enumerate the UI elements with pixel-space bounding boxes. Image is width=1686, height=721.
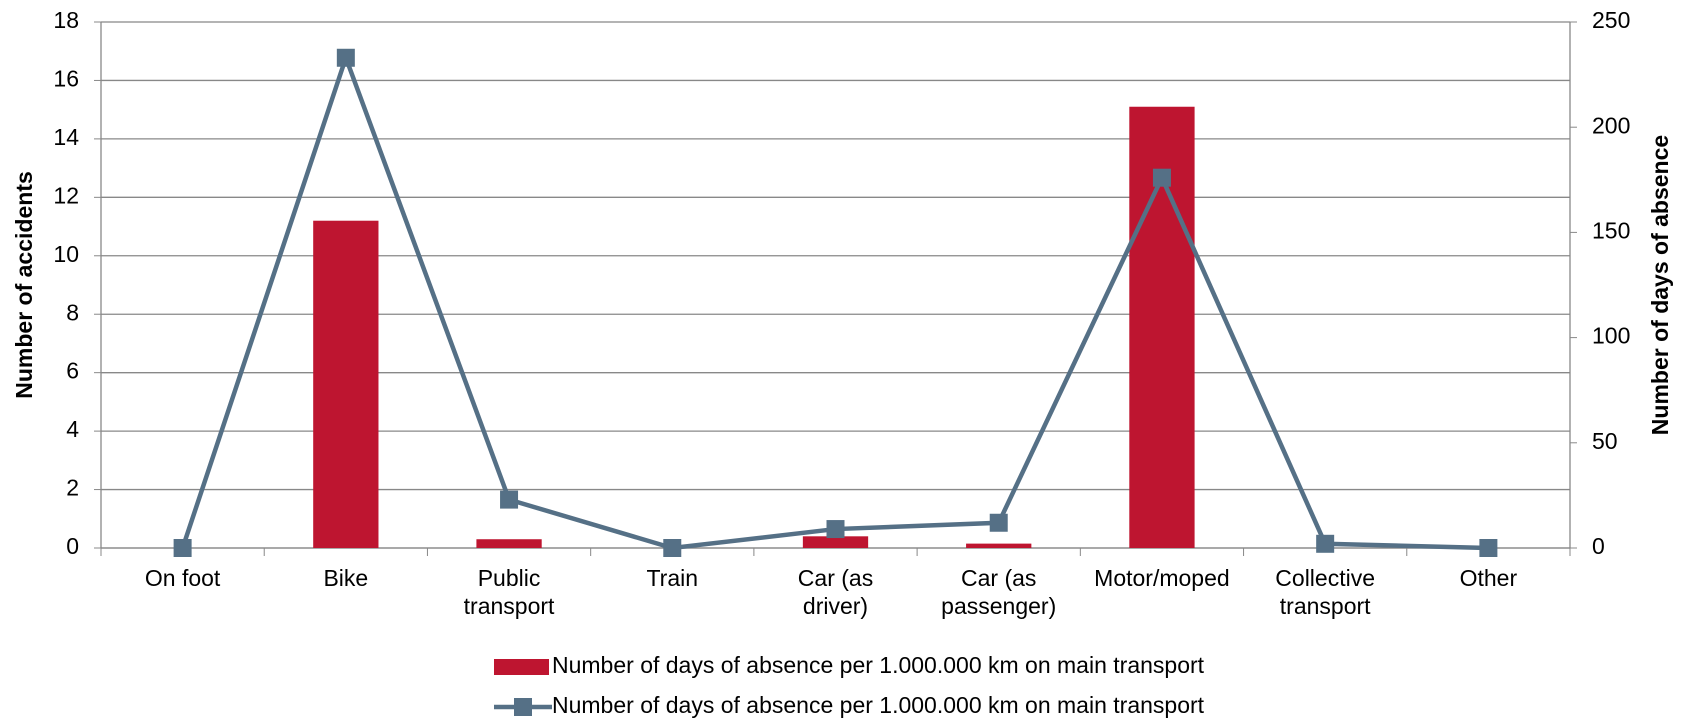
y-tick-label: 2 [66,475,79,501]
y-tick-label: 10 [53,241,79,267]
legend-label: Number of days of absence per 1.000.000 … [552,692,1205,718]
x-tick-label: Bike [323,565,368,591]
marker [173,539,192,557]
y-tick-label: 16 [53,66,79,92]
x-tick-label: Public transport [464,565,555,619]
bar [313,220,379,548]
bar [476,539,542,548]
marker [663,539,682,557]
marker [1152,168,1171,187]
y-tick-label: 8 [66,299,79,325]
y-tick-label: 18 [53,7,79,33]
marker [336,48,355,67]
legend-label: Number of days of absence per 1.000.000 … [552,652,1205,678]
x-tick-label: Other [1460,565,1518,591]
y-tick-label: 0 [66,533,79,559]
y2-tick-label: 250 [1592,7,1630,33]
y-tick-label: 4 [66,416,79,442]
bar [802,536,869,548]
legend-swatch [494,659,549,675]
y-tick-label: 6 [66,358,79,384]
y-tick-label: 14 [53,124,79,150]
bar [966,543,1032,548]
y2-axis-label: Number of days of absence [1647,135,1673,435]
y-axis-label: Number of accidents [11,171,37,399]
y2-tick-label: 150 [1592,217,1630,243]
x-tick-label: Car (as driver) [798,565,873,619]
marker [1479,539,1498,557]
x-tick-label: Train [646,565,698,591]
x-tick-label: Car (as passenger) [941,565,1056,619]
marker [500,490,519,509]
marker [1316,534,1335,553]
x-tick-label: Collective transport [1275,565,1375,619]
marker [826,520,845,539]
x-tick-label: On foot [145,565,221,591]
x-tick-label: Motor/moped [1094,565,1230,591]
legend-swatch [514,698,532,716]
marker [989,513,1008,532]
y2-tick-label: 50 [1592,428,1618,454]
y2-tick-label: 0 [1592,533,1605,559]
y-tick-label: 12 [53,182,79,208]
y2-tick-label: 100 [1592,323,1630,349]
y2-tick-label: 200 [1592,112,1630,138]
